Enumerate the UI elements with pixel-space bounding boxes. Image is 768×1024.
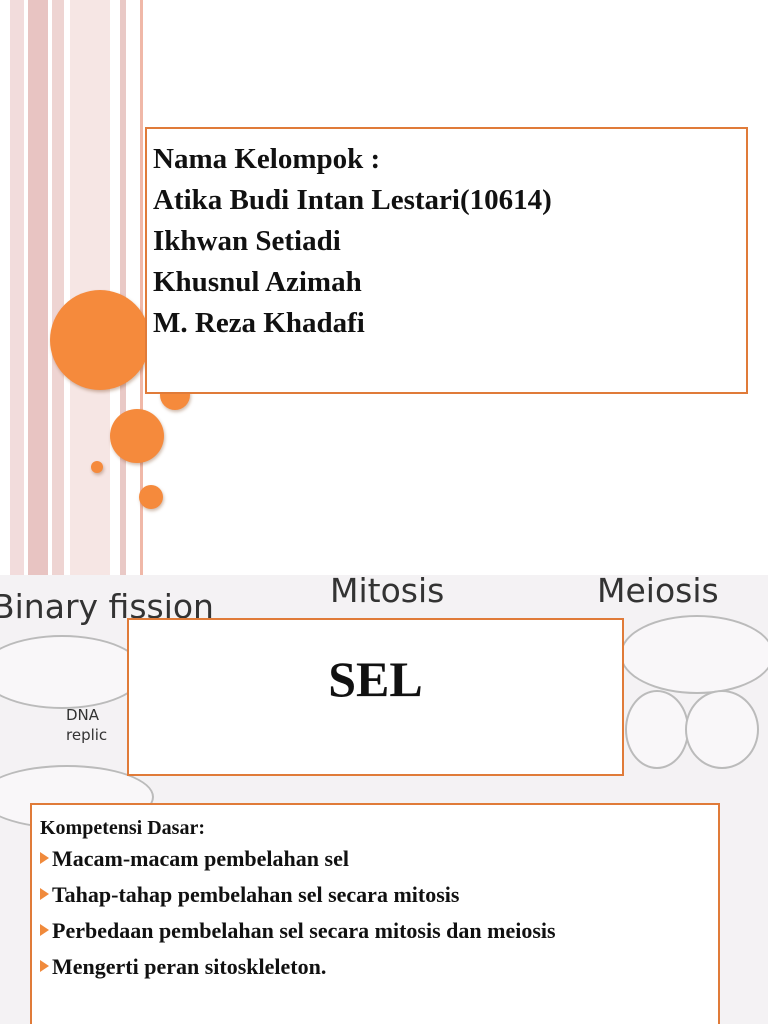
background-label: replic bbox=[66, 726, 108, 744]
slide-title: SEL bbox=[328, 651, 423, 707]
competency-item: Macam-macam pembelahan sel bbox=[40, 843, 710, 874]
cell-illustration bbox=[625, 690, 689, 769]
slide-1: Nama Kelompok : Atika Budi Intan Lestari… bbox=[10, 0, 748, 575]
bullet bbox=[40, 852, 49, 864]
bullet bbox=[40, 960, 49, 972]
item-text: Macam-macam pembelahan sel bbox=[52, 846, 349, 871]
stripe bbox=[10, 0, 24, 575]
item-text: Perbedaan pembelahan sel secara mitosis … bbox=[52, 918, 556, 943]
stripe bbox=[52, 0, 64, 575]
background-label: Meiosis bbox=[597, 575, 719, 610]
slide-2: Binary fission Mitosis Meiosis DNA repli… bbox=[0, 575, 768, 1024]
member-name: Atika Budi Intan Lestari(10614) bbox=[153, 184, 552, 216]
competency-item: Mengerti peran sitoskleleton. bbox=[40, 951, 710, 982]
stripe bbox=[70, 0, 110, 575]
competency-item: Perbedaan pembelahan sel secara mitosis … bbox=[40, 915, 710, 946]
cell-illustration bbox=[685, 690, 759, 769]
group-title: Nama Kelompok : bbox=[153, 143, 381, 175]
bullet bbox=[40, 888, 49, 900]
member-name: Ikhwan Setiadi bbox=[153, 225, 341, 257]
member-name: Khusnul Azimah bbox=[153, 266, 362, 298]
cell-illustration bbox=[0, 635, 144, 709]
item-text: Mengerti peran sitoskleleton. bbox=[52, 954, 327, 979]
stripe bbox=[140, 0, 143, 575]
stripe bbox=[28, 0, 48, 575]
competency-box: Kompetensi Dasar: Macam-macam pembelahan… bbox=[30, 803, 720, 1024]
background-label: DNA bbox=[66, 706, 100, 724]
title-box: SEL bbox=[127, 618, 624, 776]
circle bbox=[139, 485, 163, 509]
circle bbox=[110, 409, 164, 463]
circle bbox=[50, 290, 150, 390]
bullet bbox=[40, 924, 49, 936]
item-text: Tahap-tahap pembelahan sel secara mitosi… bbox=[52, 882, 460, 907]
competency-item: Tahap-tahap pembelahan sel secara mitosi… bbox=[40, 879, 710, 910]
member-name: M. Reza Khadafi bbox=[153, 307, 365, 339]
stripe bbox=[120, 0, 126, 575]
cell-illustration bbox=[620, 615, 768, 694]
circle bbox=[91, 461, 103, 473]
group-box: Nama Kelompok : Atika Budi Intan Lestari… bbox=[145, 127, 748, 394]
background-label: Mitosis bbox=[330, 575, 445, 610]
competency-heading: Kompetensi Dasar: bbox=[40, 817, 205, 839]
